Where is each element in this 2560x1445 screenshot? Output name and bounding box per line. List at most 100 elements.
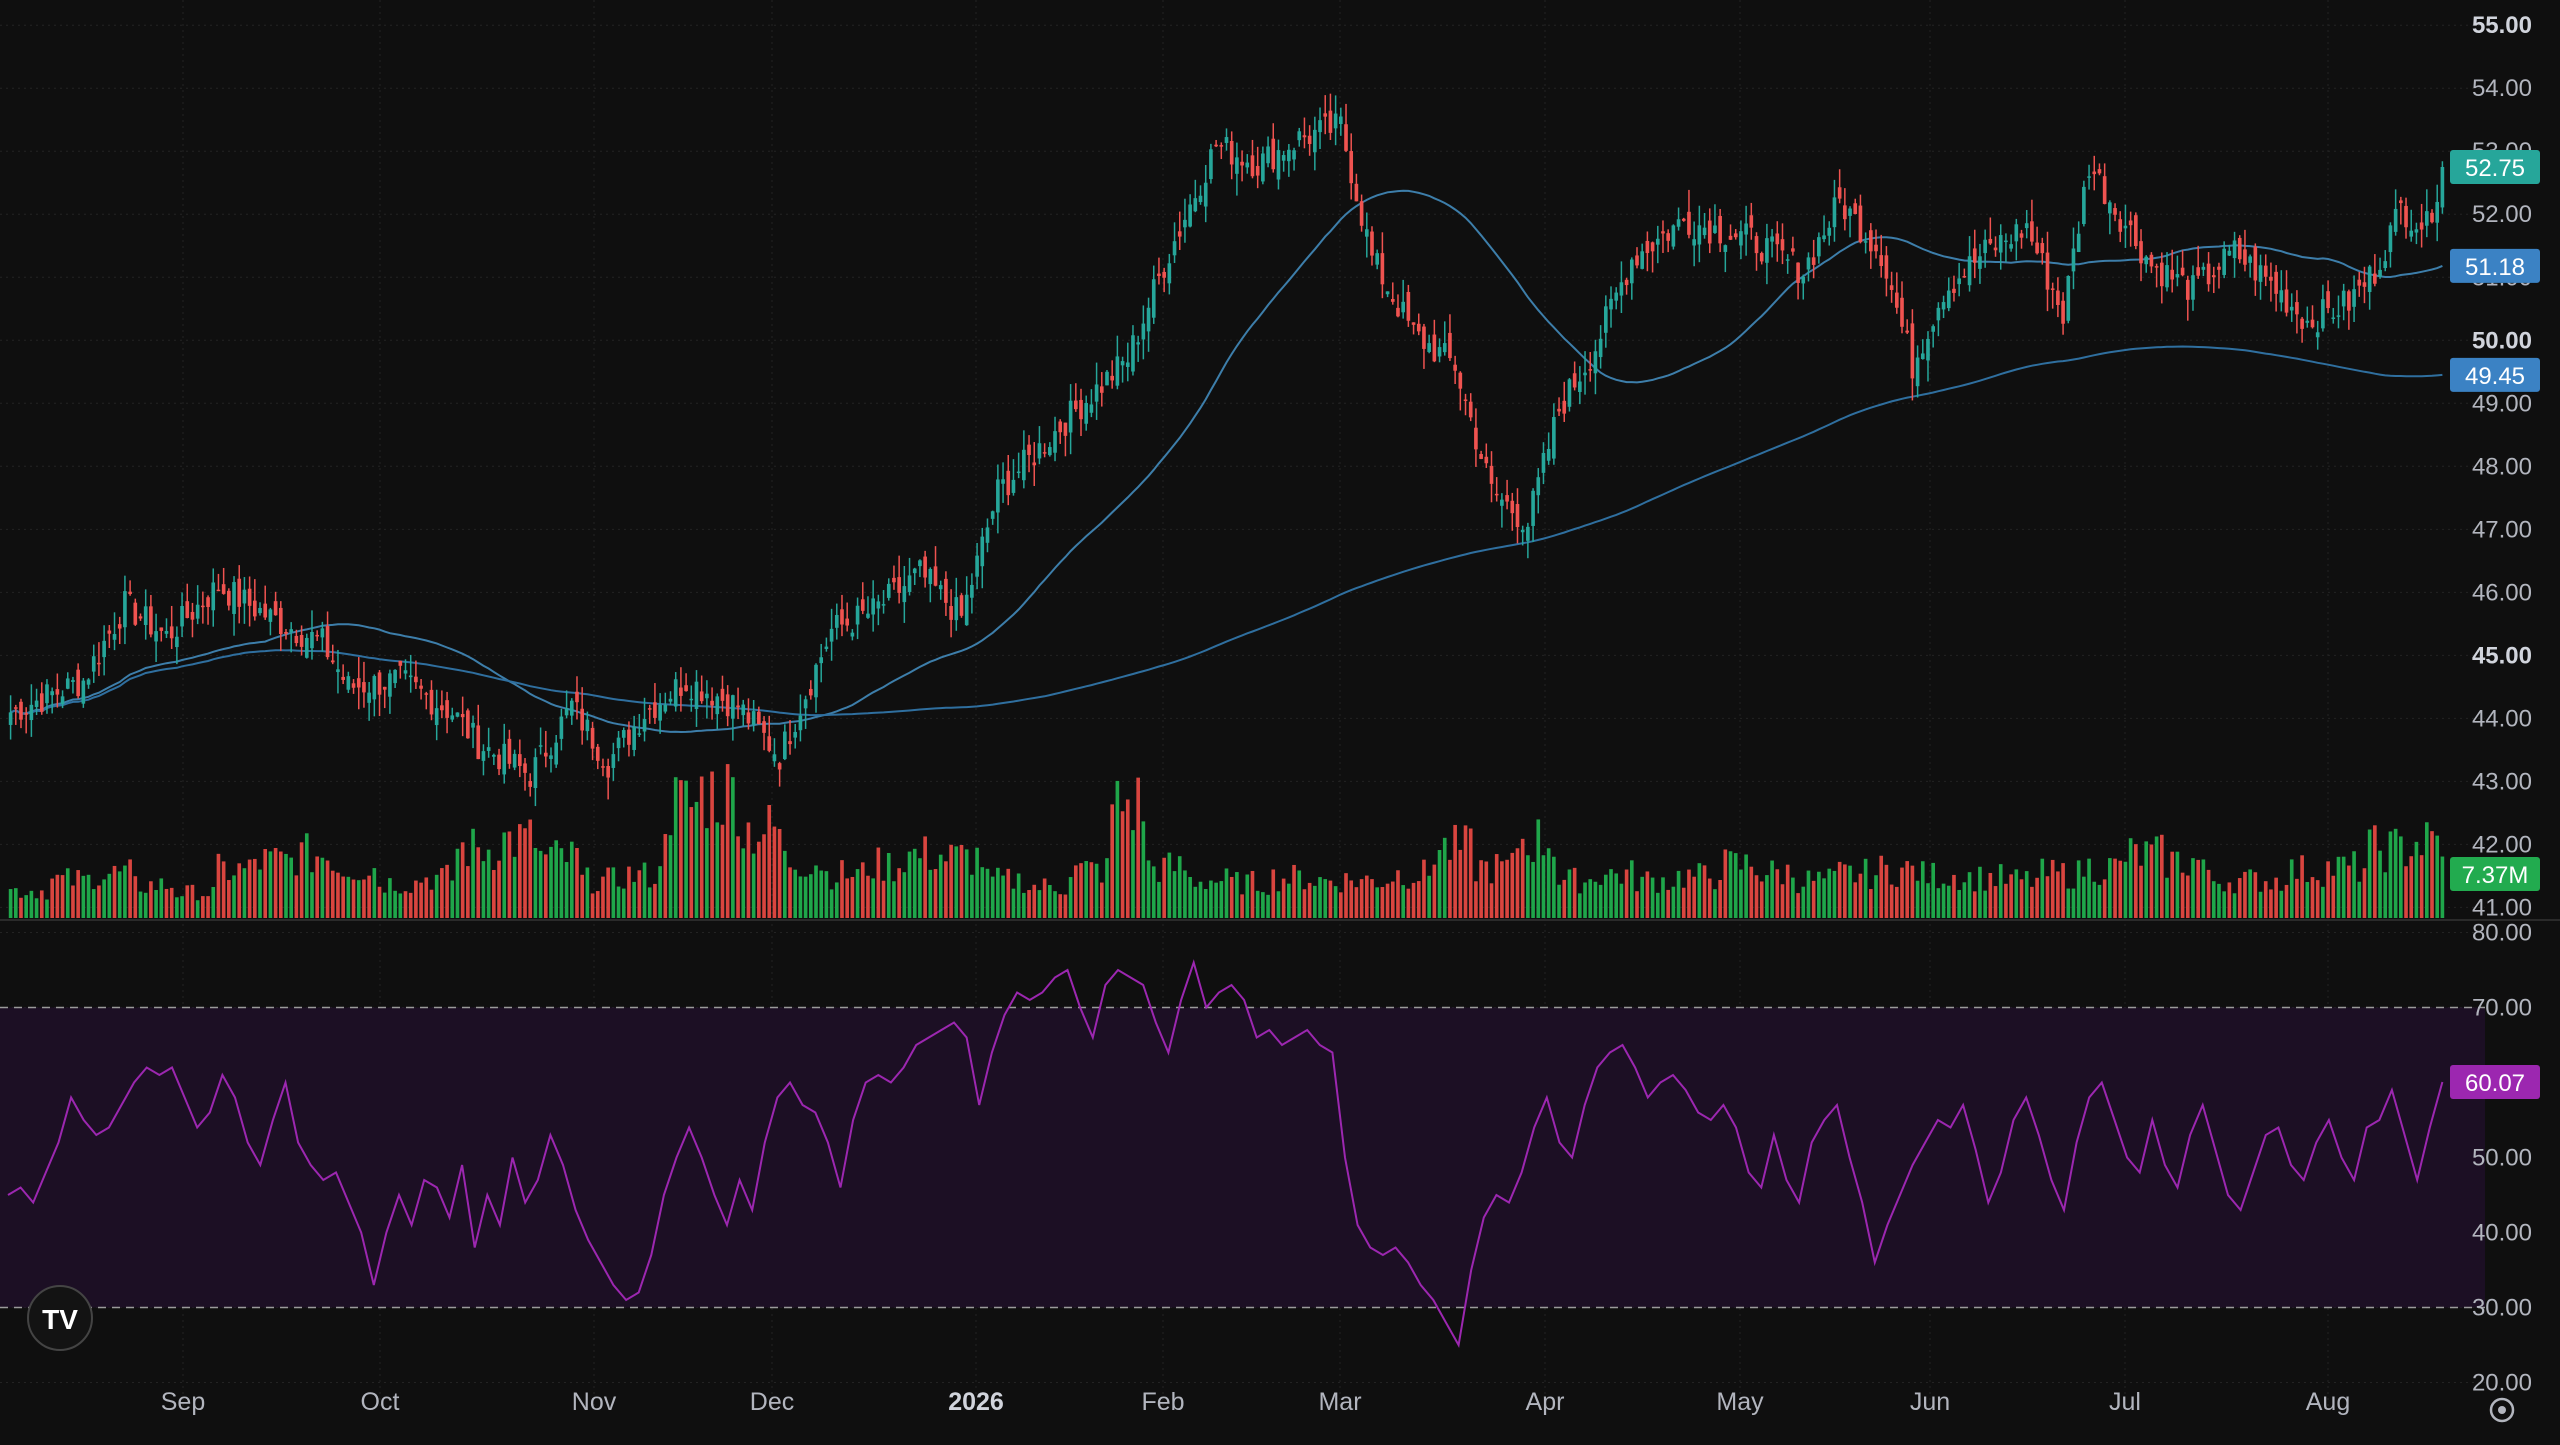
candle-body [1177, 231, 1182, 237]
candle [1869, 223, 1873, 269]
candle [1287, 144, 1291, 177]
volume-bar [2118, 860, 2123, 918]
volume-bar [1822, 878, 1826, 918]
candle-body [720, 688, 725, 701]
candle-body [1505, 495, 1509, 502]
candle-body [304, 637, 309, 658]
volume-bar [1016, 873, 1021, 918]
candle-body [1229, 140, 1234, 165]
candle [1993, 236, 1998, 257]
settings-button[interactable] [2489, 1397, 2515, 1423]
candle [1733, 229, 1738, 240]
candle-body [2024, 223, 2029, 229]
volume-bar [1349, 880, 1354, 918]
volume-bar [1718, 879, 1722, 918]
candle-body [725, 694, 730, 717]
candle [793, 723, 798, 749]
rsi-band-layer [0, 1006, 2485, 1309]
volume-bar [1936, 888, 1941, 918]
volume-bar [123, 865, 127, 918]
candle [783, 724, 787, 761]
volume-bar [2295, 878, 2299, 918]
candle-body [1255, 166, 1260, 176]
candle [1245, 154, 1250, 174]
volume-bar [1281, 878, 1286, 918]
candle [1266, 136, 1270, 168]
candle-body [1557, 408, 1561, 412]
volume-bar [2014, 869, 2019, 918]
volume-bar [2061, 863, 2065, 918]
volume-bar [2315, 880, 2320, 918]
volume-bar [715, 822, 720, 918]
volume-bar [2211, 881, 2216, 918]
candle [304, 633, 309, 659]
candle [1806, 252, 1811, 282]
candle-body [268, 609, 273, 622]
volume-bar [1791, 877, 1795, 918]
candle-body [1344, 124, 1348, 151]
volume-bar [2139, 865, 2143, 918]
volume-bar [1110, 804, 1115, 918]
candle [1136, 335, 1140, 362]
candle [242, 577, 247, 624]
candle [341, 664, 345, 685]
candle [445, 691, 449, 734]
volume-bar [86, 874, 91, 918]
volume-bar [388, 878, 392, 918]
volume-bar [1385, 883, 1390, 918]
volume-bar [512, 856, 517, 918]
volume-bar [2347, 865, 2351, 918]
candle [1229, 131, 1234, 180]
candle-body [1858, 205, 1863, 243]
candle [1131, 325, 1135, 376]
volume-bar [117, 871, 122, 918]
candle [1609, 286, 1613, 328]
volume-bar [185, 885, 190, 918]
candle [621, 727, 626, 748]
candle-body [684, 685, 688, 692]
candle [117, 616, 122, 645]
volume-bar [1572, 867, 1577, 918]
candle [699, 675, 704, 704]
volume-bar [1910, 865, 1915, 918]
volume-bar [1785, 864, 1790, 918]
volume-bar [803, 876, 808, 918]
candle [65, 672, 70, 690]
time-tick-label: Aug [2306, 1388, 2350, 1416]
volume-bar [2159, 834, 2164, 918]
volume-bar [408, 892, 413, 918]
volume-bar [60, 875, 65, 918]
volume-bar [1957, 889, 1961, 918]
volume-bar [1983, 890, 1987, 918]
volume-bar [1411, 882, 1416, 918]
volume-bar [1318, 877, 1322, 918]
volume-bar [564, 862, 569, 918]
volume-bar [741, 848, 746, 918]
candle [13, 704, 18, 725]
volume-bar [1905, 861, 1910, 918]
candle [559, 708, 564, 751]
candle [2373, 254, 2377, 287]
candle [595, 743, 600, 770]
candle-body [585, 719, 590, 732]
volume-bar [1307, 882, 1312, 918]
candle [149, 594, 153, 638]
candle-body [55, 689, 60, 695]
candle-body [1006, 470, 1011, 496]
candle-body [1853, 203, 1858, 215]
tradingview-logo[interactable]: TV [27, 1285, 93, 1351]
candle [1177, 211, 1182, 251]
volume-bar [2367, 829, 2372, 918]
candle [1562, 381, 1567, 422]
candle-body [928, 569, 933, 585]
rsi-tick-label: 30.00 [2472, 1295, 2532, 1322]
candle [949, 589, 953, 638]
candle-body [2159, 262, 2164, 287]
candle [912, 567, 917, 585]
candle-body [117, 624, 122, 629]
candle [393, 669, 397, 688]
rsi-tick-label: 40.00 [2472, 1220, 2532, 1247]
rsi-value-badge-text: 60.07 [2465, 1070, 2525, 1097]
